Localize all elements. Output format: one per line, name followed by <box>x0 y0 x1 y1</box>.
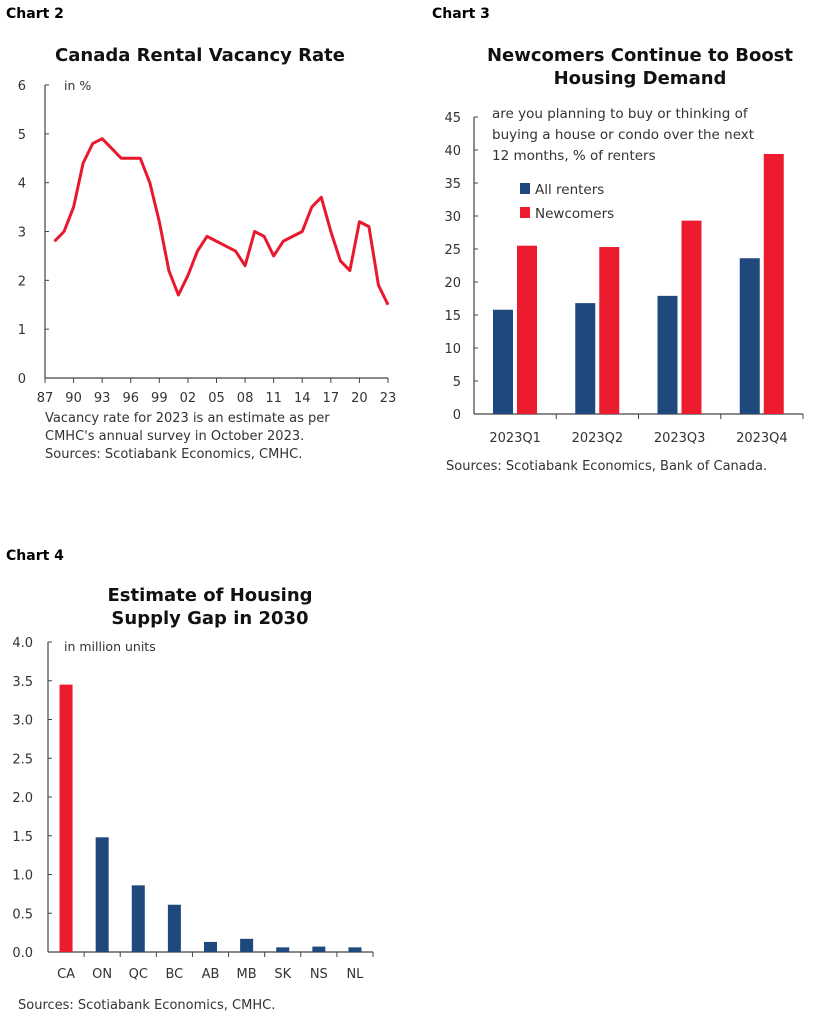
chart3-legend-swatch <box>520 183 530 194</box>
chart3-y-tick-label: 0 <box>453 408 461 423</box>
chart3-x-tick-label: 2023Q3 <box>654 431 706 446</box>
chart4-y-tick-label: 1.5 <box>12 830 33 845</box>
chart4-y-tick-label: 1.0 <box>12 869 33 884</box>
chart3-y-tick-label: 40 <box>444 144 461 159</box>
chart3-legend-label: All renters <box>535 182 604 198</box>
chart2-x-tick-label: 90 <box>65 391 82 406</box>
chart3-bar-all-renters <box>493 309 513 414</box>
chart4-bar-nl <box>348 947 362 952</box>
chart3-bar-all-renters <box>575 303 596 414</box>
chart3-bar-newcomers <box>763 153 784 414</box>
chart4-x-tick-label: CA <box>57 967 75 982</box>
chart4-y-tick-label: 0.5 <box>12 907 33 922</box>
chart4-x-tick-label: SK <box>274 967 291 982</box>
chart4-footnote: Sources: Scotiabank Economics, CMHC. <box>18 998 276 1013</box>
chart2-label: Chart 2 <box>6 6 64 22</box>
chart3-bar-newcomers <box>517 245 537 414</box>
chart4-bar-ca <box>59 684 73 952</box>
chart2-y-tick-label: 0 <box>18 372 26 387</box>
chart3-bar-newcomers <box>681 220 702 414</box>
chart2-footnote: CMHC's annual survey in October 2023. <box>45 429 305 444</box>
chart2-x-tick-label: 17 <box>323 391 340 406</box>
chart4-bar-ab <box>204 941 217 952</box>
chart2-y-tick-label: 4 <box>18 177 26 192</box>
chart2-x-tick-label: 87 <box>37 391 54 406</box>
chart3-subtitle-line: 12 months, % of renters <box>492 148 656 164</box>
chart3-legend-swatch <box>520 207 530 218</box>
chart3-subtitle-line: are you planning to buy or thinking of <box>492 106 748 122</box>
chart2-series-line <box>53 137 390 306</box>
chart4-y-tick-label: 2.5 <box>12 752 33 767</box>
chart4-bar-on <box>95 837 109 952</box>
chart3-footnote: Sources: Scotiabank Economics, Bank of C… <box>446 459 768 474</box>
chart4-bar-bc <box>167 904 181 952</box>
chart3-title-line: Housing Demand <box>553 68 727 89</box>
chart3-y-tick-label: 20 <box>444 276 461 291</box>
chart3-x-tick-label: 2023Q1 <box>489 431 541 446</box>
chart4-x-tick-label: QC <box>129 967 148 982</box>
chart2-x-tick-label: 20 <box>351 391 368 406</box>
chart3-bar-all-renters <box>739 258 760 414</box>
chart2-footnote: Sources: Scotiabank Economics, CMHC. <box>45 447 303 462</box>
chart4-bar-sk <box>276 947 290 952</box>
chart3-title-line: Newcomers Continue to Boost <box>486 45 794 66</box>
chart4-x-tick-label: NS <box>310 967 328 982</box>
chart4-x-tick-label: BC <box>165 967 183 982</box>
chart2-y-tick-label: 2 <box>18 274 26 289</box>
chart3-bar-newcomers <box>599 247 620 414</box>
chart2-x-tick-label: 23 <box>380 391 397 406</box>
chart3-y-tick-label: 10 <box>444 342 461 357</box>
chart4-title: Estimate of Housing Supply Gap in 2030 <box>60 584 360 630</box>
chart4-label: Chart 4 <box>6 548 64 564</box>
chart3-bar-all-renters <box>657 295 678 414</box>
chart3-title: Newcomers Continue to Boost Housing Dema… <box>460 44 820 90</box>
chart4-y-tick-label: 3.5 <box>12 675 33 690</box>
chart2-y-tick-label: 3 <box>18 226 26 241</box>
chart4-x-tick-label: NL <box>346 967 364 982</box>
chart3-y-tick-label: 45 <box>444 111 461 126</box>
chart2-y-tick-label: 6 <box>18 79 26 94</box>
chart3-x-tick-label: 2023Q4 <box>736 431 788 446</box>
chart2-x-tick-label: 96 <box>122 391 139 406</box>
chart4-title-line: Estimate of Housing <box>107 585 313 606</box>
chart4-bar-ns <box>312 946 326 952</box>
chart4-y-tick-label: 3.0 <box>12 714 33 729</box>
chart3-subtitle: are you planning to buy or thinking of b… <box>492 104 754 167</box>
chart3-y-tick-label: 5 <box>453 375 461 390</box>
chart4-x-tick-label: ON <box>92 967 112 982</box>
chart2-x-tick-label: 11 <box>265 391 282 406</box>
chart3-y-tick-label: 15 <box>444 309 461 324</box>
chart2-unit-note: in % <box>64 78 91 93</box>
chart4-bar-mb <box>240 938 254 952</box>
chart2-x-tick-label: 08 <box>237 391 254 406</box>
chart4-title-line: Supply Gap in 2030 <box>111 608 309 629</box>
chart2-x-tick-label: 93 <box>94 391 111 406</box>
chart4-bar-qc <box>131 885 145 952</box>
chart4-y-tick-label: 2.0 <box>12 791 33 806</box>
chart4-x-tick-label: AB <box>202 967 220 982</box>
chart2-y-tick-label: 1 <box>18 323 26 338</box>
chart4-unit-note: in million units <box>64 639 156 654</box>
chart4-y-tick-label: 4.0 <box>12 636 33 651</box>
chart3-y-tick-label: 30 <box>444 210 461 225</box>
chart3-legend-label: Newcomers <box>535 206 614 222</box>
chart2-title: Canada Rental Vacancy Rate <box>55 45 345 66</box>
chart3-label: Chart 3 <box>432 6 490 22</box>
chart3-y-tick-label: 35 <box>444 177 461 192</box>
chart2-x-tick-label: 99 <box>151 391 168 406</box>
chart3-y-tick-label: 25 <box>444 243 461 258</box>
chart3-subtitle-line: buying a house or condo over the next <box>492 127 755 143</box>
chart2-footnote: Vacancy rate for 2023 is an estimate as … <box>45 411 330 426</box>
chart2-footnotes: Vacancy rate for 2023 is an estimate as … <box>45 410 330 464</box>
chart2-y-tick-label: 5 <box>18 128 26 143</box>
chart4-x-tick-label: MB <box>237 967 257 982</box>
chart2-x-tick-label: 02 <box>180 391 197 406</box>
chart2-x-tick-label: 05 <box>208 391 225 406</box>
chart3-x-tick-label: 2023Q2 <box>572 431 624 446</box>
chart2-x-tick-label: 14 <box>294 391 311 406</box>
chart4-y-tick-label: 0.0 <box>12 946 33 961</box>
